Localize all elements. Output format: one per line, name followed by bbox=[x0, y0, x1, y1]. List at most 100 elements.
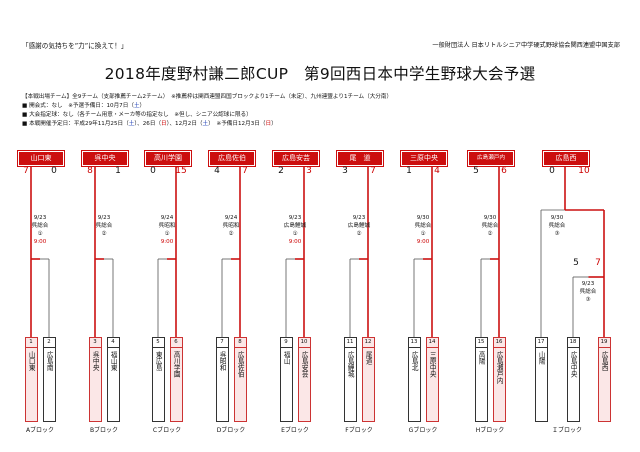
team-slot: 1 山口東 bbox=[24, 337, 38, 422]
score: 3 bbox=[306, 166, 312, 176]
game-venue: 呉総合 bbox=[31, 223, 49, 229]
team-slot: 14 三原中央 bbox=[425, 337, 439, 422]
team-name: 広島佐伯 bbox=[236, 351, 245, 378]
game-number: ② bbox=[356, 231, 362, 237]
team-slot: 15 高陽 bbox=[474, 337, 488, 422]
seed-number: 2 bbox=[43, 338, 55, 348]
team-name: 呉中央 bbox=[91, 351, 100, 371]
info-line-ball: ■ 大会指定球：なし（各チーム用意・メーカ等の指定なし ※但し、シニア公認球に限… bbox=[22, 112, 252, 118]
team-slot: 6 高川学園 bbox=[169, 337, 183, 422]
score: 7 bbox=[23, 166, 29, 176]
game-number: ① bbox=[164, 231, 170, 237]
team-slot: 4 福山東 bbox=[106, 337, 120, 422]
game-info: 9/23 広島鯉城 ① 9:00 bbox=[273, 214, 317, 246]
info-line-teams: 【本戦出場チーム】全9チーム（支部推薦チーム2チーム） ※推薦枠は関西連盟四国ブ… bbox=[22, 94, 393, 100]
game-venue: 広島鯉城 bbox=[347, 223, 371, 229]
game-date: 9/30 bbox=[483, 215, 497, 221]
winner-box: 広島佐伯 bbox=[208, 150, 256, 167]
game-info: 9/24 呉昭和 ① 9:00 bbox=[145, 214, 189, 246]
score: 0 bbox=[549, 166, 555, 176]
block-label: Eブロック bbox=[281, 427, 309, 434]
team-name: 呉昭和 bbox=[218, 351, 227, 371]
team-slot: 19 広島西 bbox=[597, 337, 611, 422]
team-name: 尾道 bbox=[364, 351, 373, 365]
team-slot: 2 広島南 bbox=[42, 337, 56, 422]
winner-box: 広島瀬戸内 bbox=[467, 150, 515, 167]
game-date: 9/24 bbox=[160, 215, 174, 221]
game-venue: 広島鯉城 bbox=[283, 223, 307, 229]
info-line-opening: ■ 開会式：なし ※予選予備日：10月7日（土） bbox=[22, 103, 146, 109]
team-slot: 7 呉昭和 bbox=[215, 337, 229, 422]
score: 0 bbox=[150, 166, 156, 176]
game-number: ② bbox=[101, 231, 107, 237]
team-slot: 10 広島安芸 bbox=[297, 337, 311, 422]
block-label: Ｉブロック bbox=[551, 427, 582, 434]
game-date: 9/30 bbox=[550, 215, 564, 221]
score: 5 bbox=[473, 166, 479, 176]
team-name: 広島中央 bbox=[569, 351, 578, 378]
game-time: 9:00 bbox=[288, 239, 302, 245]
team-slot: 17 山陽 bbox=[534, 337, 548, 422]
block-label: Dブロック bbox=[216, 427, 246, 434]
team-name: 福山東 bbox=[109, 351, 118, 371]
seed-number: 8 bbox=[234, 338, 246, 348]
game-info: 9/23 呉総合 ③ bbox=[566, 280, 610, 304]
score: 7 bbox=[370, 166, 376, 176]
game-date: 9/24 bbox=[224, 215, 238, 221]
seed-number: 12 bbox=[362, 338, 374, 348]
block-label: Bブロック bbox=[89, 427, 119, 434]
seed-number: 10 bbox=[298, 338, 310, 348]
game-venue: 呉総合 bbox=[95, 223, 113, 229]
game-number: ③ bbox=[585, 297, 591, 303]
game-date: 9/23 bbox=[97, 215, 111, 221]
game-number: ② bbox=[228, 231, 234, 237]
team-slot: 9 福山 bbox=[279, 337, 293, 422]
team-slot: 3 呉中央 bbox=[88, 337, 102, 422]
block-label: Cブロック bbox=[152, 427, 182, 434]
game-info: 9/30 呉総合 ① 9:00 bbox=[401, 214, 445, 246]
game-number: ① bbox=[37, 231, 43, 237]
block-label: Aブロック bbox=[25, 427, 55, 434]
team-name: 東広島 bbox=[154, 351, 163, 371]
game-venue: 呉総合 bbox=[414, 223, 432, 229]
seed-number: 15 bbox=[475, 338, 487, 348]
score: 8 bbox=[87, 166, 93, 176]
score: 1 bbox=[115, 166, 121, 176]
team-name: 広島安芸 bbox=[300, 351, 309, 378]
score: 1 bbox=[406, 166, 412, 176]
game-info: 9/23 呉総合 ① 9:00 bbox=[18, 214, 62, 246]
team-slot: 12 尾道 bbox=[361, 337, 375, 422]
score: 5 bbox=[573, 258, 579, 268]
game-number: ① bbox=[292, 231, 298, 237]
slogan: 「感謝の気持ちを”力”に換えて！」 bbox=[22, 42, 128, 50]
score: 4 bbox=[214, 166, 220, 176]
game-info: 9/24 呉昭和 ② bbox=[209, 214, 253, 238]
team-name: 広島瀬戸内 bbox=[495, 351, 504, 384]
block-label: Gブロック bbox=[408, 427, 438, 434]
team-name: 山陽 bbox=[537, 351, 546, 365]
winner-box: 呉中央 bbox=[81, 150, 129, 167]
game-number: ② bbox=[487, 231, 493, 237]
score: 0 bbox=[51, 166, 57, 176]
game-venue: 呉総合 bbox=[481, 223, 499, 229]
game-venue: 呉昭和 bbox=[158, 223, 176, 229]
team-slot: 5 東広島 bbox=[151, 337, 165, 422]
info-line-dates: ■ 本戦開催予定日：平成29年11月25日（土）、26日（日）、12月2日（土）… bbox=[22, 121, 277, 127]
team-slot: 8 広島佐伯 bbox=[233, 337, 247, 422]
score: 10 bbox=[578, 166, 590, 176]
seed-number: 18 bbox=[567, 338, 579, 348]
game-time: 9:00 bbox=[33, 239, 47, 245]
game-time: 9:00 bbox=[416, 239, 430, 245]
score: 4 bbox=[434, 166, 440, 176]
seed-number: 6 bbox=[170, 338, 182, 348]
team-name: 福山 bbox=[282, 351, 291, 365]
team-name: 広島西 bbox=[600, 351, 609, 371]
seed-number: 4 bbox=[107, 338, 119, 348]
seed-number: 16 bbox=[493, 338, 505, 348]
game-date: 9/23 bbox=[352, 215, 366, 221]
game-time: 9:00 bbox=[160, 239, 174, 245]
score: 3 bbox=[342, 166, 348, 176]
block-label: Fブロック bbox=[345, 427, 373, 434]
winner-box: 三原中央 bbox=[400, 150, 448, 167]
seed-number: 14 bbox=[426, 338, 438, 348]
